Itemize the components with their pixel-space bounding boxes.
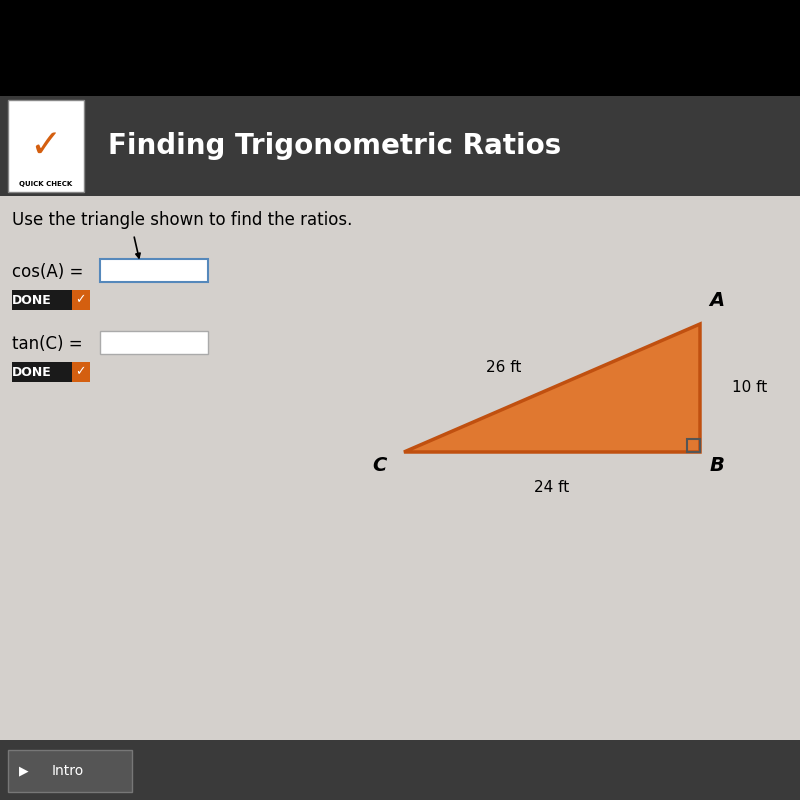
Bar	[100, 259, 208, 282]
Bar	[0, 196, 800, 740]
Bar	[12, 290, 72, 310]
Text: ✓: ✓	[30, 126, 62, 165]
Bar	[0, 96, 800, 196]
Text: Use the triangle shown to find the ratios.: Use the triangle shown to find the ratio…	[12, 211, 352, 229]
Text: A: A	[710, 290, 725, 310]
Bar	[8, 750, 132, 792]
Text: 10 ft: 10 ft	[732, 381, 767, 395]
Bar	[72, 362, 90, 382]
Text: B: B	[710, 456, 725, 475]
Text: ▶: ▶	[19, 765, 29, 778]
Bar	[8, 100, 84, 192]
Bar	[72, 290, 90, 310]
Bar	[0, 740, 800, 800]
Text: Intro: Intro	[52, 764, 84, 778]
Text: QUICK CHECK: QUICK CHECK	[19, 182, 72, 187]
Bar	[100, 331, 208, 354]
Text: ✓: ✓	[75, 366, 86, 378]
Text: Finding Trigonometric Ratios: Finding Trigonometric Ratios	[108, 133, 562, 161]
Text: tan(C) =: tan(C) =	[12, 335, 82, 353]
Text: cos(A) =: cos(A) =	[12, 263, 83, 281]
Text: 24 ft: 24 ft	[534, 481, 570, 495]
Text: DONE: DONE	[12, 294, 52, 306]
Bar	[12, 362, 72, 382]
Polygon shape	[404, 324, 700, 452]
Text: ✓: ✓	[75, 294, 86, 306]
Text: DONE: DONE	[12, 366, 52, 378]
Text: 26 ft: 26 ft	[486, 361, 522, 375]
Text: C: C	[372, 456, 386, 475]
Bar	[0, 0, 800, 96]
